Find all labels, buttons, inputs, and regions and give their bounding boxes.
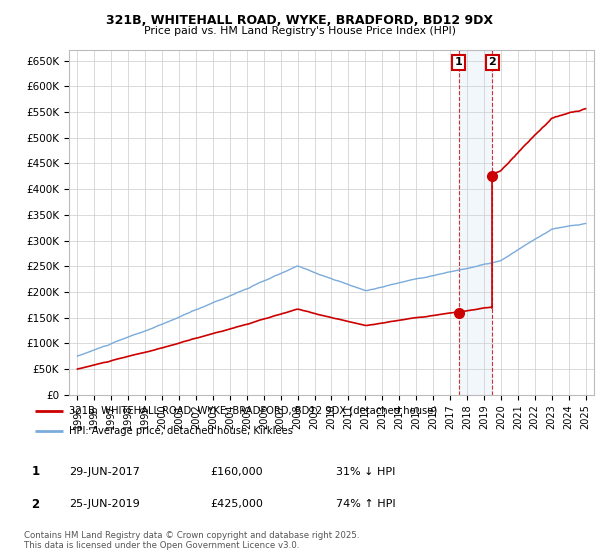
Text: 321B, WHITEHALL ROAD, WYKE, BRADFORD, BD12 9DX (detached house): 321B, WHITEHALL ROAD, WYKE, BRADFORD, BD… xyxy=(68,406,437,416)
Text: 74% ↑ HPI: 74% ↑ HPI xyxy=(336,499,395,509)
Text: 25-JUN-2019: 25-JUN-2019 xyxy=(69,499,140,509)
Text: £160,000: £160,000 xyxy=(210,466,263,477)
Text: 31% ↓ HPI: 31% ↓ HPI xyxy=(336,466,395,477)
Bar xyxy=(458,50,493,395)
Text: £425,000: £425,000 xyxy=(210,499,263,509)
Text: Price paid vs. HM Land Registry's House Price Index (HPI): Price paid vs. HM Land Registry's House … xyxy=(144,26,456,36)
Text: 2: 2 xyxy=(488,58,496,67)
Text: 321B, WHITEHALL ROAD, WYKE, BRADFORD, BD12 9DX: 321B, WHITEHALL ROAD, WYKE, BRADFORD, BD… xyxy=(107,14,493,27)
Text: HPI: Average price, detached house, Kirklees: HPI: Average price, detached house, Kirk… xyxy=(68,426,293,436)
Text: 29-JUN-2017: 29-JUN-2017 xyxy=(69,466,140,477)
Text: 1: 1 xyxy=(31,465,40,478)
Text: 2: 2 xyxy=(31,497,40,511)
Text: Contains HM Land Registry data © Crown copyright and database right 2025.
This d: Contains HM Land Registry data © Crown c… xyxy=(24,531,359,550)
Text: 1: 1 xyxy=(455,58,463,67)
